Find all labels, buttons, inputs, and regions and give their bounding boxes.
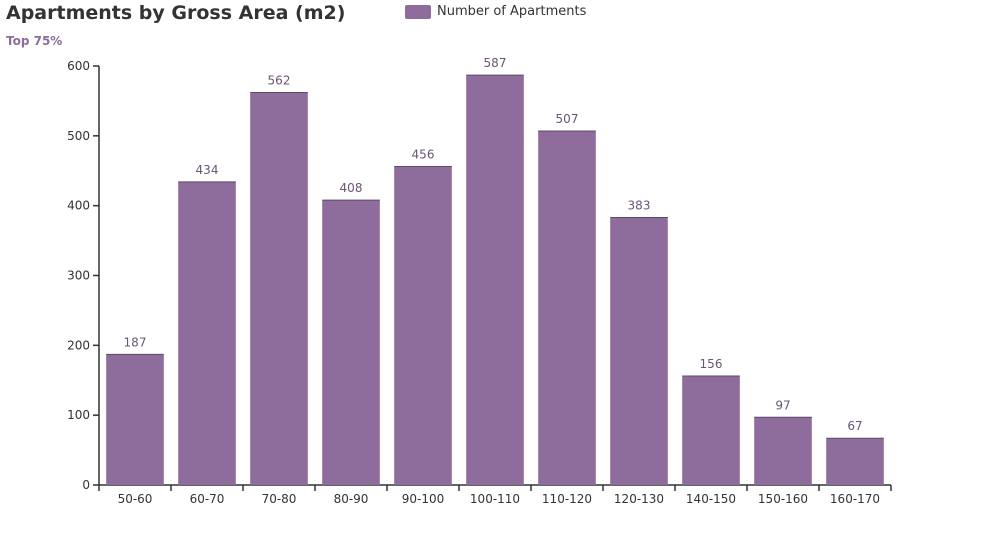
- bar: [178, 181, 236, 485]
- x-tick-label: 70-80: [262, 492, 297, 506]
- data-label: 187: [124, 335, 147, 349]
- y-tick-label: 100: [67, 408, 90, 422]
- bar: [322, 200, 380, 485]
- data-label: 434: [196, 163, 219, 177]
- bar: [610, 217, 668, 485]
- data-label: 587: [484, 56, 507, 70]
- data-label: 562: [268, 74, 291, 88]
- x-tick-label: 90-100: [402, 492, 445, 506]
- y-tick-label: 600: [67, 59, 90, 73]
- x-tick-label: 80-90: [334, 492, 369, 506]
- data-label: 67: [847, 419, 862, 433]
- bar: [538, 130, 596, 485]
- x-tick-label: 120-130: [614, 492, 664, 506]
- data-label: 507: [556, 112, 579, 126]
- x-tick-label: 50-60: [118, 492, 153, 506]
- data-label: 408: [340, 181, 363, 195]
- x-tick-label: 140-150: [686, 492, 736, 506]
- data-label: 456: [412, 148, 435, 162]
- bar: [250, 92, 308, 485]
- x-tick-label: 60-70: [190, 492, 225, 506]
- legend[interactable]: Number of Apartments: [405, 4, 586, 19]
- data-label: 97: [775, 398, 790, 412]
- bar: [394, 166, 452, 485]
- legend-label: Number of Apartments: [437, 4, 587, 19]
- y-tick-label: 400: [67, 199, 90, 213]
- legend-swatch: [405, 4, 431, 19]
- bar: [682, 376, 740, 485]
- chart-subtitle: Top 75%: [6, 34, 63, 48]
- bar: [826, 438, 884, 485]
- y-tick-label: 0: [82, 478, 90, 492]
- bar: [754, 417, 812, 485]
- chart-title: Apartments by Gross Area (m2): [6, 2, 346, 24]
- data-label: 383: [628, 199, 651, 213]
- y-tick-label: 500: [67, 129, 90, 143]
- x-tick-label: 150-160: [758, 492, 808, 506]
- x-tick-label: 160-170: [830, 492, 880, 506]
- x-tick-label: 110-120: [542, 492, 592, 506]
- y-tick-label: 300: [67, 269, 90, 283]
- x-tick-label: 100-110: [470, 492, 520, 506]
- y-tick-label: 200: [67, 338, 90, 352]
- bar: [106, 354, 164, 485]
- bar: [466, 75, 524, 485]
- data-label: 156: [700, 357, 723, 371]
